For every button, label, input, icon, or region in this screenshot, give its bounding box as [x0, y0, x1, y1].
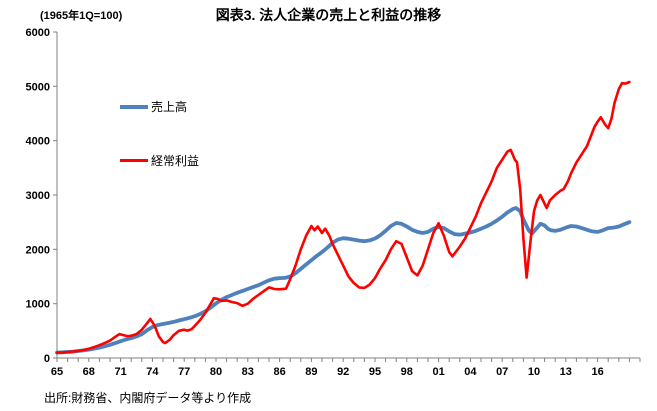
svg-text:74: 74: [146, 366, 159, 378]
sales-line-swatch: [120, 104, 148, 109]
svg-text:77: 77: [178, 366, 190, 378]
legend-label-sales: 売上高: [151, 100, 188, 114]
svg-text:65: 65: [51, 366, 63, 378]
svg-text:83: 83: [242, 366, 254, 378]
svg-text:13: 13: [560, 366, 572, 378]
svg-text:10: 10: [528, 366, 540, 378]
source-note: 出所:財務省、内閣府データ等より作成: [44, 391, 252, 405]
svg-text:5000: 5000: [26, 81, 50, 93]
svg-text:01: 01: [432, 366, 444, 378]
svg-text:6000: 6000: [26, 27, 50, 39]
chart-title: 図表3. 法人企業の売上と利益の推移: [215, 7, 442, 23]
svg-text:92: 92: [337, 366, 349, 378]
profit-line-swatch: [120, 159, 148, 162]
svg-text:1000: 1000: [26, 299, 50, 311]
svg-text:0: 0: [44, 353, 50, 365]
svg-text:89: 89: [305, 366, 317, 378]
svg-text:07: 07: [496, 366, 508, 378]
svg-text:71: 71: [114, 366, 126, 378]
svg-text:95: 95: [369, 366, 381, 378]
svg-text:3000: 3000: [26, 190, 50, 202]
svg-text:68: 68: [83, 366, 95, 378]
axis-unit-note: (1965年1Q=100): [40, 10, 123, 22]
svg-text:16: 16: [591, 366, 603, 378]
legend-item-sales: 売上高: [120, 98, 187, 115]
svg-text:04: 04: [464, 366, 477, 378]
legend-item-profit: 経常利益: [120, 152, 199, 169]
svg-text:86: 86: [273, 366, 285, 378]
svg-text:80: 80: [210, 366, 222, 378]
svg-text:98: 98: [401, 366, 413, 378]
svg-text:2000: 2000: [26, 244, 50, 256]
svg-text:4000: 4000: [26, 136, 50, 148]
legend-label-profit: 経常利益: [151, 154, 200, 168]
